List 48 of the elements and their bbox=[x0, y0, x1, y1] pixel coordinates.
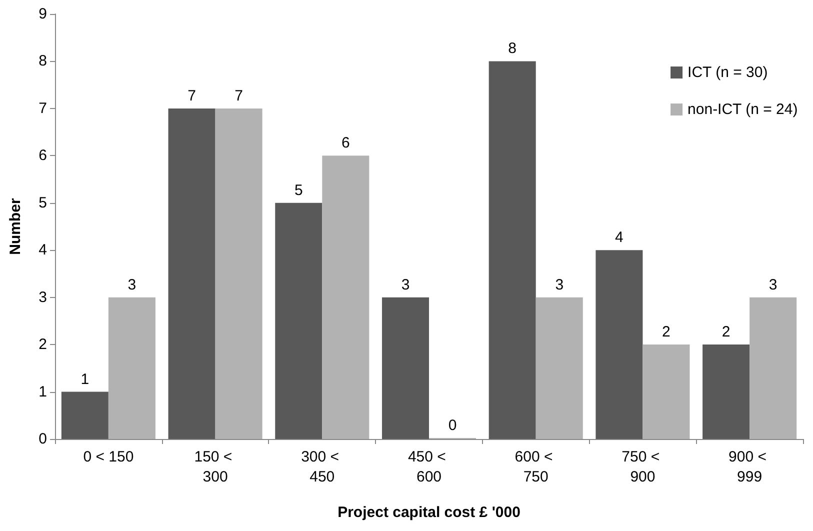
bar bbox=[168, 108, 216, 439]
x-tick-label: 750 < 900 bbox=[622, 448, 664, 486]
data-label: 3 bbox=[555, 276, 564, 294]
y-axis-title: Number bbox=[7, 198, 24, 255]
y-tick-label: 6 bbox=[38, 147, 47, 164]
bar bbox=[275, 202, 322, 439]
data-label: 4 bbox=[615, 229, 624, 246]
bar bbox=[488, 61, 536, 439]
bar bbox=[536, 297, 583, 439]
y-tick-label: 5 bbox=[38, 194, 47, 212]
y-tick-label: 1 bbox=[38, 383, 47, 400]
x-tick-label: 0 < 150 bbox=[83, 448, 134, 466]
x-tick-label: 150 < 300 bbox=[194, 448, 236, 486]
data-label: 3 bbox=[401, 276, 410, 294]
x-tick-label: 450 < 600 bbox=[408, 448, 450, 486]
bar bbox=[108, 297, 156, 439]
y-tick-label: 9 bbox=[38, 6, 47, 22]
y-tick-label: 3 bbox=[38, 288, 47, 306]
x-tick-label: 300 < 450 bbox=[301, 448, 344, 486]
data-label: 2 bbox=[662, 324, 670, 341]
x-tick-label: 900 < 999 bbox=[728, 448, 771, 486]
bar bbox=[322, 156, 370, 439]
y-tick-label: 4 bbox=[38, 242, 47, 259]
data-label: 3 bbox=[128, 276, 136, 294]
bar bbox=[642, 344, 690, 439]
bar bbox=[596, 250, 643, 439]
data-label: 6 bbox=[341, 134, 350, 152]
legend-label: ICT (n = 30) bbox=[688, 64, 768, 81]
data-label: 3 bbox=[768, 276, 778, 294]
bar bbox=[702, 344, 750, 439]
y-tick-label: 0 bbox=[38, 430, 47, 448]
data-label: 7 bbox=[234, 87, 243, 104]
data-label: 1 bbox=[80, 370, 90, 388]
data-label: 0 bbox=[448, 417, 457, 434]
legend-label: non-ICT (n = 24) bbox=[688, 101, 798, 118]
bar bbox=[382, 297, 429, 439]
data-label: 5 bbox=[294, 182, 303, 199]
y-tick-label: 7 bbox=[38, 100, 47, 117]
x-axis-title: Project capital cost £ '000 bbox=[338, 504, 520, 521]
y-tick-label: 8 bbox=[38, 52, 47, 70]
data-label: 2 bbox=[722, 324, 730, 341]
data-label: 7 bbox=[188, 87, 196, 104]
y-tick-label: 2 bbox=[38, 336, 47, 354]
bar bbox=[750, 297, 797, 439]
data-label: 8 bbox=[508, 40, 517, 58]
bar bbox=[61, 392, 108, 439]
x-tick-label: 600 < 750 bbox=[514, 448, 557, 486]
bar bbox=[215, 108, 262, 439]
